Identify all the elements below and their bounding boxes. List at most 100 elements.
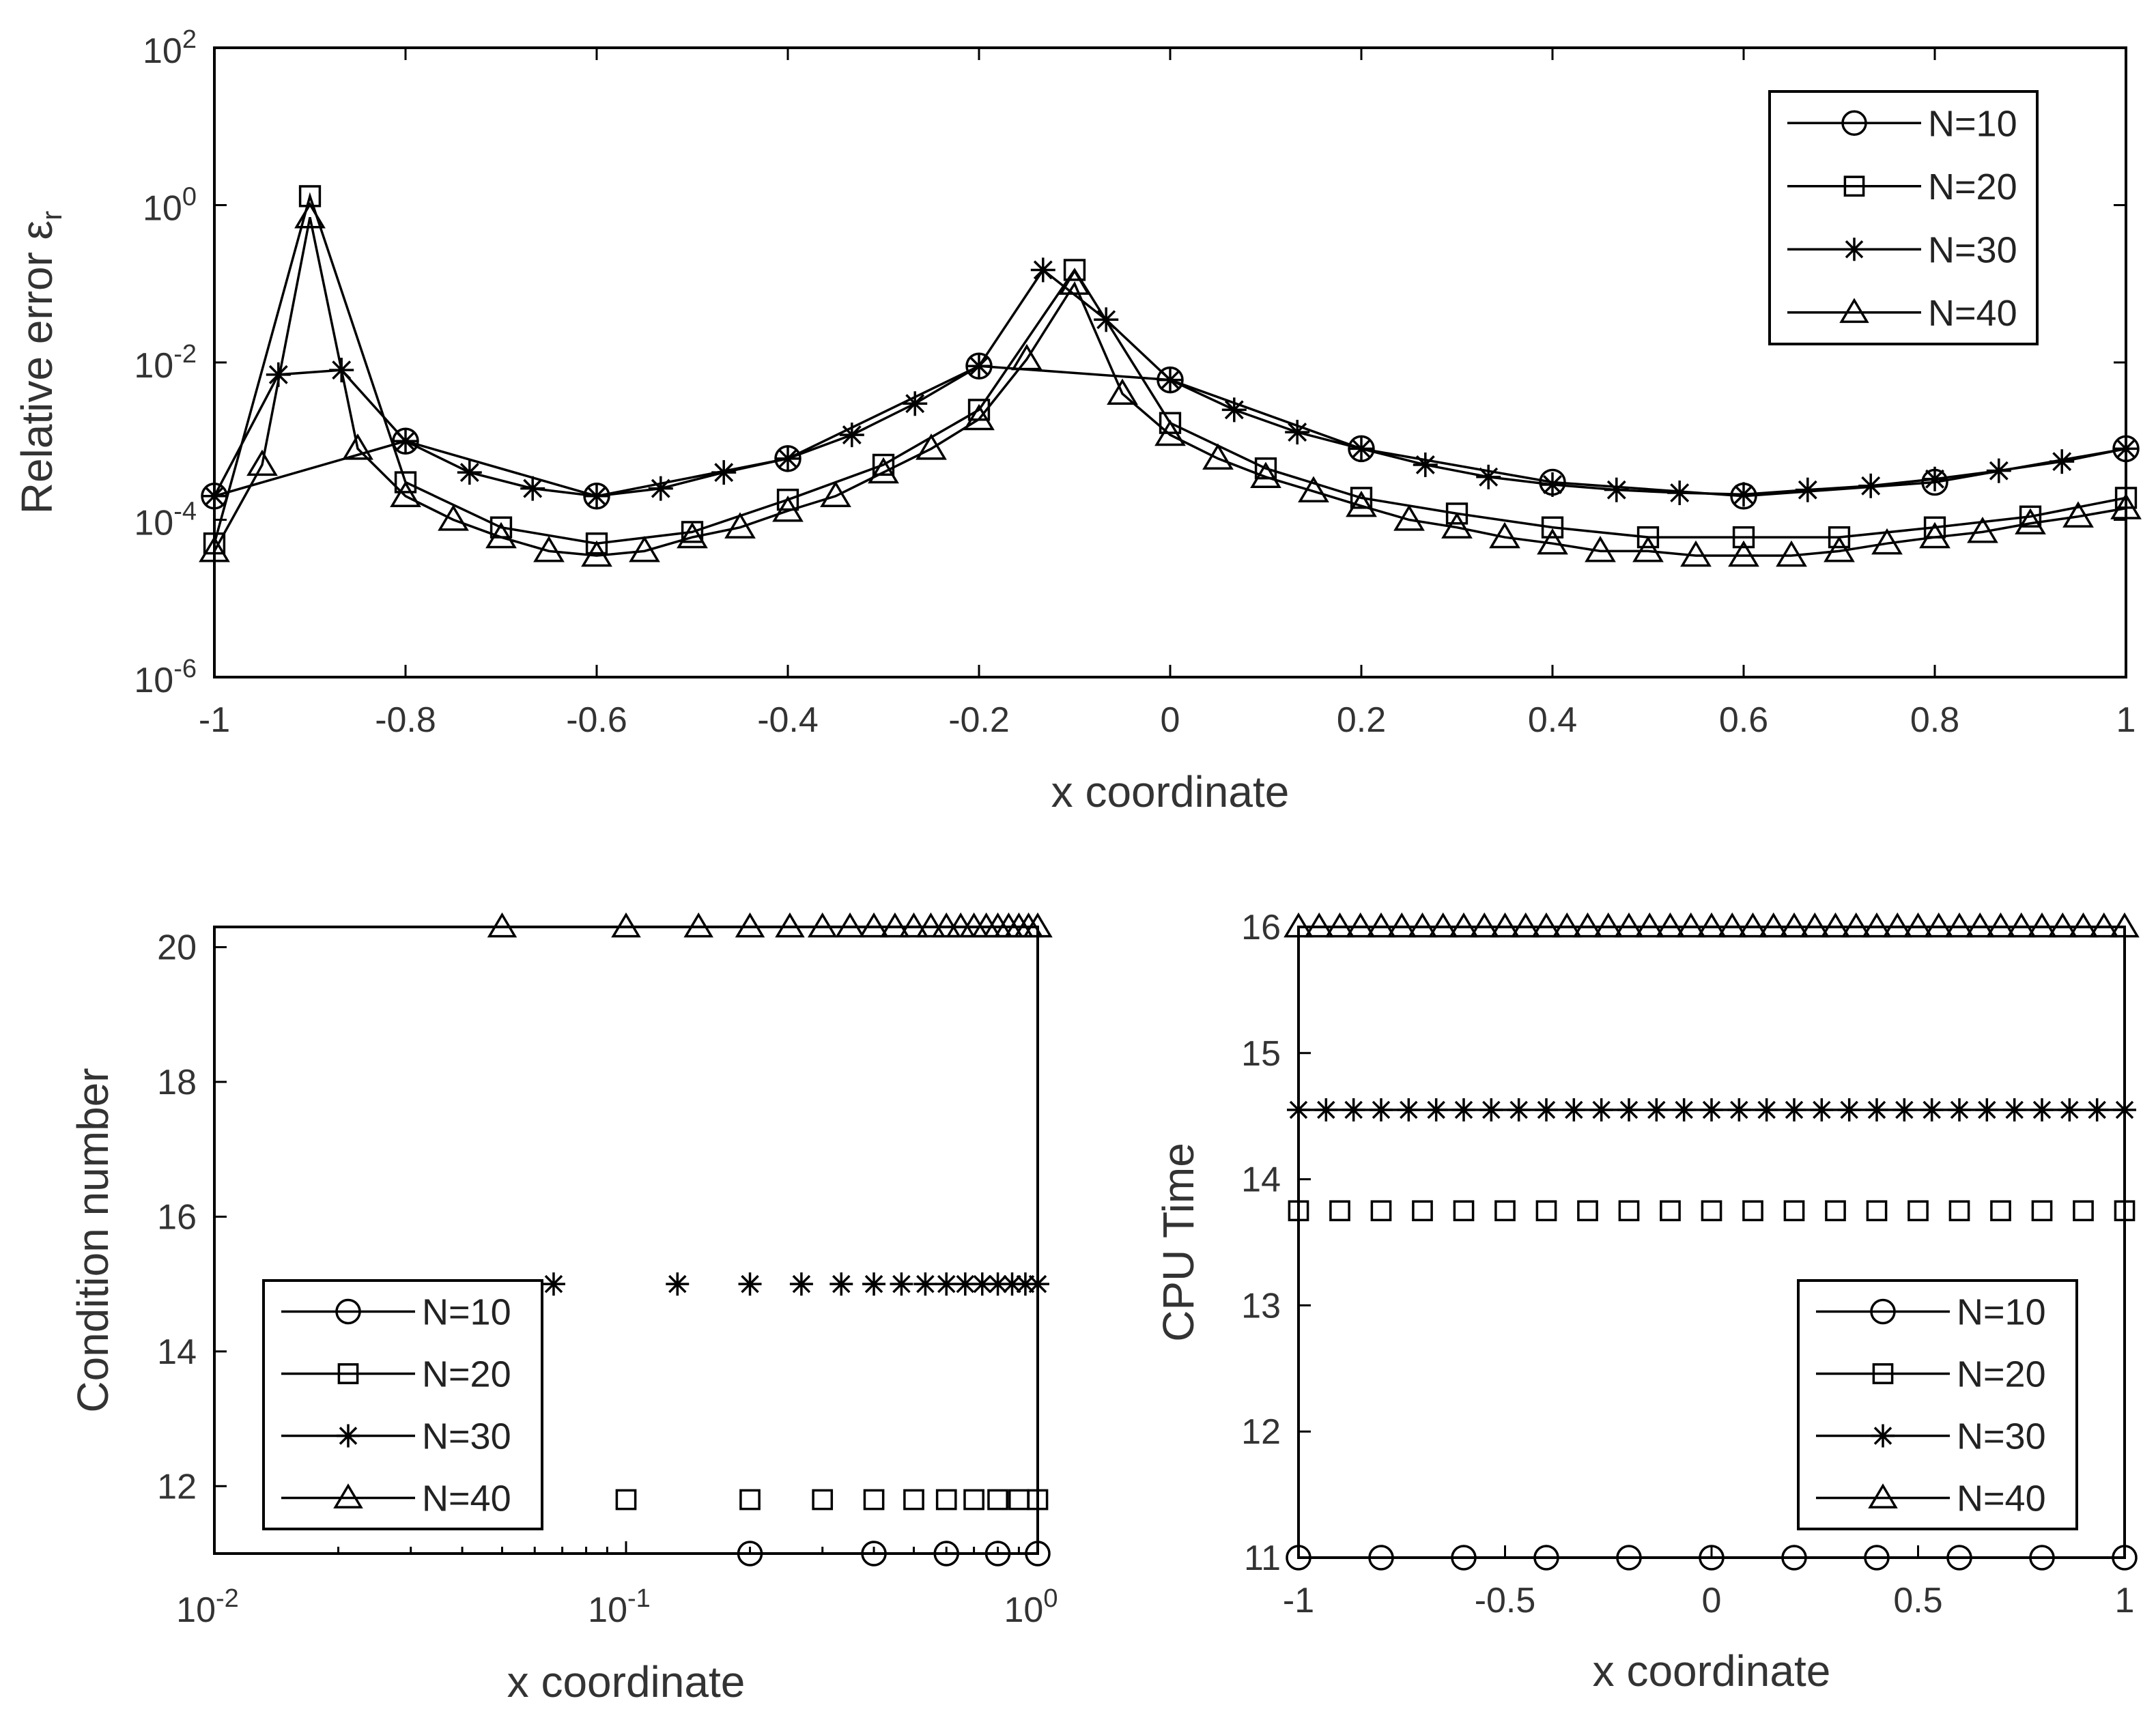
y-tick-label: 13 (1241, 1286, 1281, 1326)
data-point (1023, 912, 1053, 938)
legend-marker (335, 1298, 361, 1325)
data-point (1946, 1545, 1972, 1571)
data-point (835, 912, 865, 938)
data-point (1825, 1200, 1846, 1222)
data-point (1781, 1545, 1807, 1571)
data-point (1533, 1545, 1559, 1571)
data-point (820, 481, 851, 507)
data-point (1221, 397, 1247, 423)
data-point (199, 536, 230, 562)
data-point (1537, 528, 1568, 555)
y-axis-title: Condition number (68, 1068, 117, 1412)
data-point (1731, 482, 1756, 507)
data-point (1837, 1098, 1861, 1121)
data-point (1494, 1200, 1516, 1222)
data-point (1366, 912, 1396, 938)
legend-item: N=20 (1816, 1354, 2046, 1395)
data-point (839, 423, 864, 448)
data-point (1428, 912, 1458, 938)
data-point (1617, 1098, 1641, 1121)
data-point (1451, 1545, 1477, 1571)
data-point (2015, 508, 2046, 534)
data-point (1944, 912, 1974, 938)
series-N=20 (1288, 1200, 2136, 1222)
series-N=30 (1287, 1098, 2136, 1121)
data-point (859, 912, 889, 938)
data-point (812, 1489, 834, 1511)
data-point (1923, 912, 1954, 938)
data-point (1489, 521, 1520, 549)
y-tick-label: 16 (157, 1197, 197, 1237)
data-point (1025, 1541, 1051, 1567)
x-tick-label: 0.8 (1910, 700, 1959, 740)
data-point (862, 1272, 886, 1296)
data-point (1614, 912, 1644, 938)
data-point (861, 1541, 887, 1567)
data-point (1329, 1200, 1350, 1222)
data-point (913, 1272, 937, 1296)
data-point (1288, 1200, 1309, 1222)
data-point (1820, 912, 1851, 938)
data-point (967, 354, 991, 379)
data-point (1304, 912, 1335, 938)
data-point (1948, 1098, 1971, 1121)
data-point (1800, 912, 1830, 938)
data-point (776, 446, 800, 471)
data-point (1345, 912, 1376, 938)
data-point (903, 1489, 924, 1511)
x-tick-label: 10-2 (176, 1584, 239, 1630)
data-point (1717, 912, 1748, 938)
data-point (1882, 912, 1913, 938)
data-point (2027, 912, 2057, 938)
data-point (1059, 268, 1090, 295)
y-tick-label: 12 (157, 1467, 197, 1506)
legend-label: N=40 (422, 1478, 511, 1519)
legend-label: N=40 (1928, 293, 2017, 334)
data-point (1758, 912, 1789, 938)
relative-error-chart: -1 -0.8 -0.6 -0.4 -0.2 0 0.2 0.4 0.6 0.8 1 10-6 10-4… (12, 25, 2142, 816)
data-point (1314, 1098, 1338, 1121)
data-point (2062, 501, 2094, 528)
data-point (2110, 912, 2140, 938)
data-point (615, 1489, 637, 1511)
x-tick-label: 0.2 (1337, 700, 1386, 740)
legend-label: N=30 (422, 1416, 511, 1457)
data-point (1540, 472, 1565, 497)
data-point (737, 1541, 763, 1567)
data-point (2006, 912, 2037, 938)
data-point (1453, 1200, 1475, 1222)
data-point (1732, 526, 1755, 549)
series-N=30 (541, 1272, 1049, 1296)
data-point (963, 403, 995, 431)
data-point (775, 912, 805, 938)
data-point (807, 912, 838, 938)
legend-marker (1872, 1363, 1894, 1384)
data-point (2114, 436, 2138, 461)
data-point (1907, 1200, 1929, 1222)
y-tick-label: 11 (1244, 1539, 1281, 1578)
legend-marker (337, 1363, 359, 1384)
data-point (1755, 1098, 1778, 1121)
data-point (1030, 257, 1055, 283)
data-point (1531, 912, 1561, 938)
legend-item: N=10 (1816, 1292, 2046, 1333)
y-tick-label: 10-4 (134, 498, 197, 543)
data-point (1349, 436, 1374, 461)
data-point (1727, 1098, 1751, 1121)
data-point (246, 449, 278, 476)
legend-marker (1841, 110, 1867, 136)
legend-item: N=20 (281, 1354, 511, 1395)
x-tick-label: 0.4 (1528, 700, 1577, 740)
data-point (1370, 1098, 1393, 1121)
data-point (916, 433, 947, 460)
data-point (890, 1272, 913, 1296)
data-point (1469, 912, 1500, 938)
data-point (1985, 912, 2016, 938)
data-point (1063, 259, 1086, 281)
data-point (1535, 1200, 1557, 1222)
data-point (735, 912, 765, 938)
data-point (916, 912, 946, 938)
data-point (1783, 1098, 1806, 1121)
data-point (1948, 1200, 1970, 1222)
data-point (739, 1489, 761, 1511)
